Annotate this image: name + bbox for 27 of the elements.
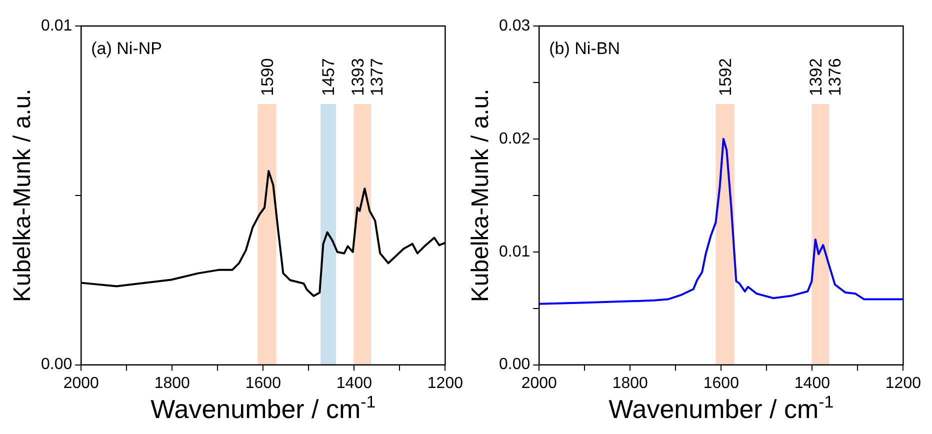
x-tick-label: 2000 (63, 374, 100, 392)
x-tick-label: 1600 (703, 374, 740, 392)
band-label: 1457 (319, 58, 338, 96)
y-tick-label: 0.02 (499, 130, 530, 148)
y-tick-label: 0.03 (499, 17, 530, 34)
x-tick-label: 1800 (612, 374, 648, 392)
band-label: 1392 (806, 58, 826, 96)
x-tick-label: 1400 (336, 374, 372, 392)
y-axis-title: Kubelka-Munk / a.u. (9, 88, 36, 302)
y-axis-title: Kubelka-Munk / a.u. (467, 88, 494, 302)
x-tick-label: 1600 (245, 374, 282, 392)
x-tick-label: 1200 (885, 374, 922, 392)
y-tick-label: 0.00 (499, 356, 530, 374)
band-label: 1590 (258, 58, 278, 96)
y-tick-label: 0.00 (41, 356, 72, 374)
x-tick-label: 1800 (154, 374, 190, 392)
band-label: 1592 (716, 58, 736, 96)
annotation: (b) Ni-BN (549, 39, 620, 58)
x-tick-label: 2000 (521, 374, 558, 392)
band-label: 1377 (368, 58, 387, 96)
x-tick-label: 1200 (427, 374, 464, 392)
band-label: 1376 (826, 58, 845, 96)
y-tick-label: 0.01 (41, 17, 72, 34)
band-label: 1393 (348, 58, 368, 96)
annotation: (a) Ni-NP (91, 39, 162, 58)
x-tick-label: 1400 (794, 374, 830, 392)
y-tick-label: 0.01 (499, 243, 530, 260)
